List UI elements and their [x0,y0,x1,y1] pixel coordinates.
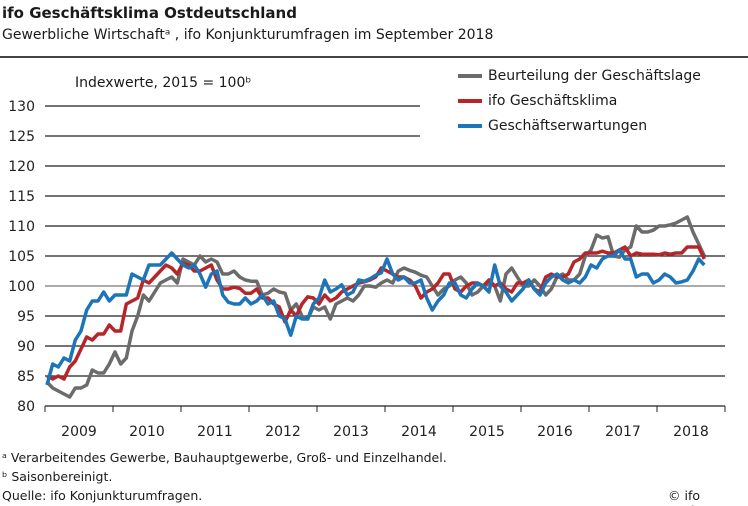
x-tick-label: 2009 [61,424,97,440]
legend-item-geschaeftsklima: ifo Geschäftsklima [458,93,617,109]
x-tick-label: 2014 [401,424,437,440]
header-rule [0,56,748,58]
y-tick-label: 90 [17,339,35,355]
x-tick-label: 2012 [265,424,301,440]
x-tick-label: 2013 [333,424,369,440]
series-line-1 [46,245,706,381]
legend-label: Geschäftserwartungen [488,118,648,134]
footnote-a: ᵃ Verarbeitendes Gewerbe, Bauhauptgewerb… [2,450,447,465]
y-tick-label: 85 [17,369,35,385]
y-tick-label: 110 [8,219,35,235]
series-line-0 [45,215,706,399]
x-tick-label: 2010 [129,424,165,440]
legend-item-erwartungen: Geschäftserwartungen [458,118,647,134]
y-tick-label: 130 [8,99,35,115]
y-tick-label: 100 [8,279,35,295]
source-note: Quelle: ifo Konjunkturumfragen. [2,488,203,503]
y-tick-label: 105 [8,249,35,265]
y-axis-label: Indexwerte, 2015 = 100ᵇ [75,75,252,91]
series-line-2 [45,248,706,386]
y-tick-label: 125 [8,129,35,145]
y-tick-label: 95 [17,309,35,325]
footnote-b: ᵇ Saisonbereinigt. [2,469,113,484]
legend-label: ifo Geschäftsklima [488,93,618,109]
x-tick-label: 2018 [673,424,709,440]
x-tick-label: 2016 [537,424,573,440]
chart-subtitle: Gewerbliche Wirtschaftᵃ , ifo Konjunktur… [2,27,494,43]
copyright: © ifo Institut [668,488,712,506]
legend-label: Beurteilung der Geschäftslage [488,68,701,84]
chart-title: ifo Geschäftsklima Ostdeutschland [2,4,297,22]
legend-item-geschaeftslage: Beurteilung der Geschäftslage [458,68,701,84]
y-tick-label: 120 [8,159,35,175]
x-tick-label: 2011 [197,424,233,440]
y-tick-label: 80 [17,399,35,415]
y-tick-label: 115 [8,189,35,205]
x-tick-label: 2017 [605,424,641,440]
x-tick-label: 2015 [469,424,505,440]
